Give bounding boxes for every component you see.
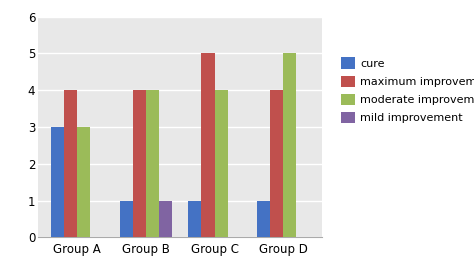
- Bar: [133, 90, 146, 237]
- Bar: [270, 90, 283, 237]
- Bar: [146, 90, 159, 237]
- Bar: [215, 90, 228, 237]
- Bar: [64, 90, 77, 237]
- Bar: [77, 127, 90, 237]
- Bar: [51, 127, 64, 237]
- Bar: [188, 201, 201, 237]
- Legend: cure, maximum improvement, moderate improvement, mild improvement: cure, maximum improvement, moderate impr…: [339, 55, 474, 126]
- Bar: [119, 201, 133, 237]
- Bar: [159, 201, 172, 237]
- Bar: [201, 53, 215, 237]
- Bar: [283, 53, 296, 237]
- Bar: [257, 201, 270, 237]
